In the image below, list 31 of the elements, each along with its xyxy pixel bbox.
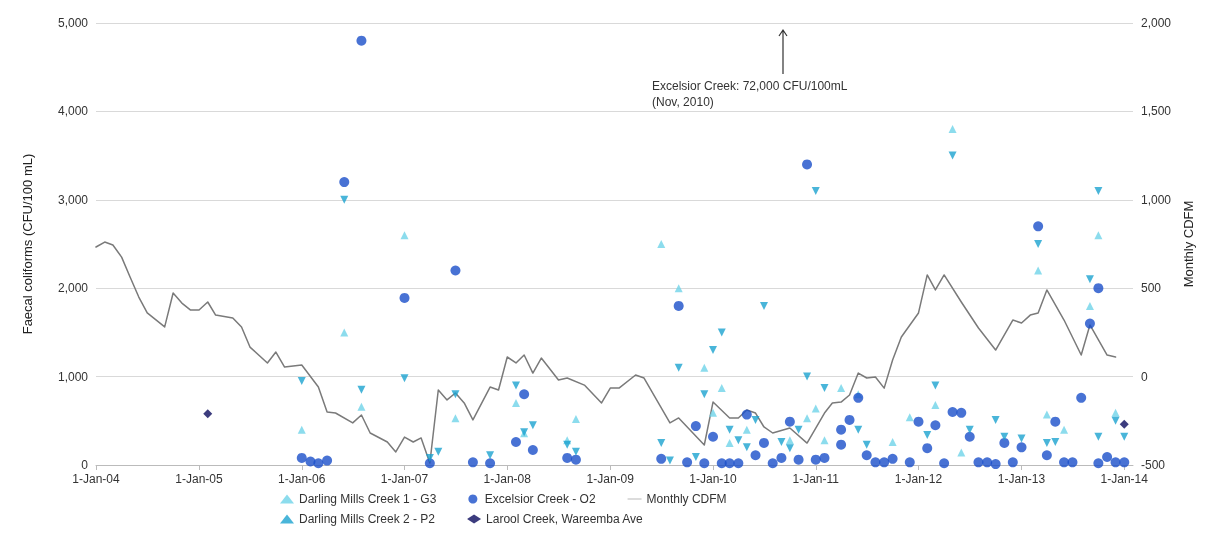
annotation: Excelsior Creek: 72,000 CFU/100mL (Nov, 2010) [652,79,848,109]
x-tick-label: 1-Jan-11 [792,472,840,486]
x-tick-label: 1-Jan-10 [689,472,738,486]
y-tick-label: 4,000 [57,104,89,119]
legend-label: Darling Mills Creek 1 - G3 [299,492,437,506]
y-tick-label: 5,000 [57,16,89,30]
legend-label: Excelsior Creek - O2 [484,492,596,506]
y2-axis-title: Monthly CDFM [1180,200,1196,288]
y-axis-title: Faecal coliforms (CFU/100 mL) [20,153,35,335]
x-tick-label: 1-Jan-06 [278,472,326,486]
y2-tick-label: 1,000 [1141,192,1172,207]
y2-tick-label: 2,000 [1141,16,1172,30]
x-tick-label: 1-Jan-12 [894,472,943,486]
y-tick-label: 1,000 [57,369,89,384]
x-tick-label: 1-Jan-08 [483,472,532,486]
x-tick-label: 1-Jan-14 [1100,472,1149,486]
x-tick-label: 1-Jan-09 [586,472,635,486]
y2-tick-label: 1,500 [1141,104,1172,119]
y-tick-label: 2,000 [57,281,89,296]
y2-tick-label: 500 [1141,281,1162,296]
x-tick-label: 1-Jan-04 [72,472,120,486]
y2-tick-label: 0 [1141,369,1148,384]
x-tick-label: 1-Jan-13 [997,472,1046,486]
y-tick-label: 3,000 [57,192,89,207]
x-tick-label: 1-Jan-05 [175,472,224,486]
legend-label: Darling Mills Creek 2 - P2 [299,512,436,526]
y2-tick-label: -500 [1141,458,1166,472]
x-tick-label: 1-Jan-07 [380,472,429,486]
legend-label: Larool Creek, Wareemba Ave [486,512,644,526]
legend-label: Monthly CDFM [646,492,727,506]
y-tick-label: 0 [81,458,89,472]
